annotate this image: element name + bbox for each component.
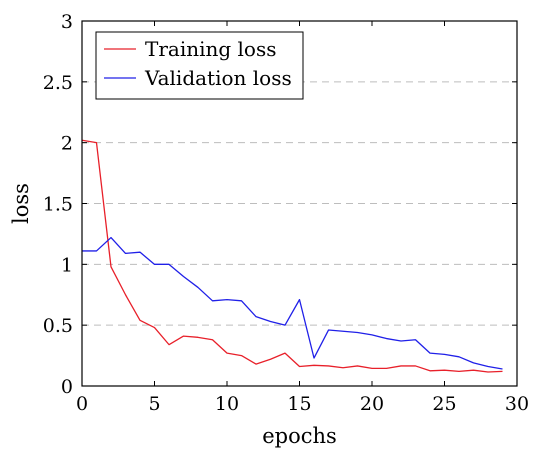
x-tick-label-2: 10 [215, 393, 239, 415]
y-tick-label-1: 0.5 [43, 315, 73, 337]
x-tick-label-3: 15 [287, 393, 311, 415]
x-tick-label-0: 0 [76, 393, 88, 415]
y-tick-label-6: 3 [61, 11, 73, 33]
y-tick-label-3: 1.5 [43, 194, 73, 216]
series-line-training [81, 139, 503, 373]
y-tick-label-0: 0 [61, 376, 73, 398]
axis-ticks: 0 5 10 15 20 25 30 0 0.5 1 1.5 2 2.5 3 [43, 11, 529, 415]
y-tick-label-5: 2.5 [43, 72, 73, 94]
grid-lines [82, 81, 517, 326]
legend-box [95, 31, 304, 100]
y-axis-label: loss [9, 183, 33, 224]
legend-entry-training: Training loss [145, 37, 277, 61]
x-tick-label-6: 30 [505, 393, 529, 415]
y-tick-label-4: 2 [61, 133, 73, 155]
y-tick-label-2: 1 [61, 254, 73, 276]
series-lines [81, 139, 503, 373]
series-line-validation [82, 236, 503, 370]
x-tick-label-5: 25 [432, 393, 456, 415]
x-tick-label-1: 5 [148, 393, 160, 415]
legend-entry-validation: Validation loss [144, 66, 292, 90]
legend: Training loss Validation loss [95, 31, 304, 100]
x-tick-label-4: 20 [360, 393, 384, 415]
x-axis-label: epochs [262, 424, 337, 448]
